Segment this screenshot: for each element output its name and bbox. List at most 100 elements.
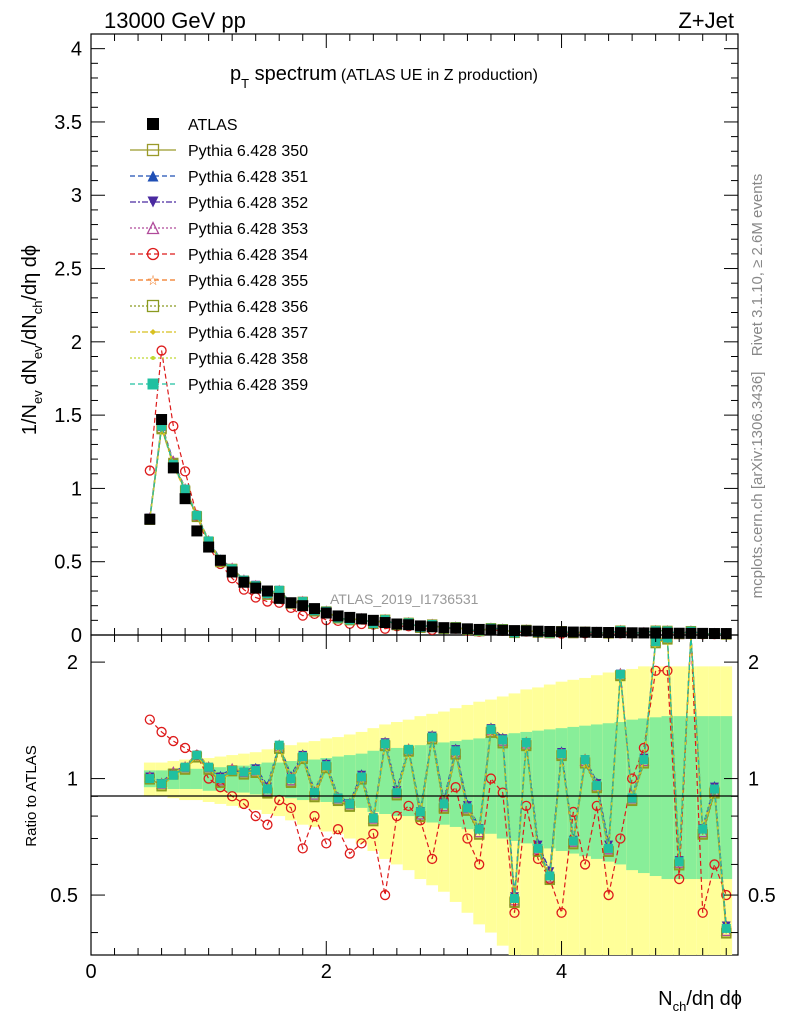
marker	[545, 871, 555, 881]
atlas-point	[356, 613, 368, 625]
xlabel-main: N	[658, 988, 672, 1010]
title-rest: spectrum	[249, 63, 337, 85]
legend: ATLAS Pythia 6.428 350 Pythia 6.428 351 Pyt…	[130, 117, 308, 394]
mcplots-label: mcplots.cern.ch [arXiv:1306.3436]	[749, 372, 766, 599]
atlas-point	[332, 610, 344, 622]
marker	[603, 889, 614, 901]
axis-ticks: 0 2 4 0 0.5 1 1.5 2 2.5 3 3.5 4 0.5 0.5 1 1 2 2	[50, 34, 776, 983]
marker	[204, 536, 214, 546]
marker	[532, 853, 544, 865]
y-tick-label: 3	[71, 185, 82, 207]
atlas-point	[708, 628, 720, 640]
green-band-bin	[461, 739, 474, 830]
marker	[262, 784, 272, 794]
marker	[615, 669, 625, 679]
marker	[238, 798, 250, 810]
top-series: ☆☆☆☆☆☆☆☆☆☆☆☆☆☆☆☆☆☆☆☆☆☆☆☆☆☆☆☆☆☆☆☆☆☆☆☆☆☆☆☆…	[144, 417, 733, 642]
green-band-bin	[249, 764, 262, 795]
marker	[321, 838, 332, 849]
top-line	[149, 350, 727, 635]
marker	[474, 824, 484, 834]
legend-entry: ATLAS	[147, 117, 238, 134]
legend-label: Pythia 6.428 356	[188, 299, 308, 316]
green-band-bin	[414, 745, 427, 821]
marker	[310, 788, 320, 798]
legend-entry: Pythia 6.428 354	[130, 247, 308, 264]
green-band-bin	[390, 747, 403, 817]
ratio-tick-label: 0.5	[50, 885, 78, 907]
marker	[486, 724, 496, 734]
green-band-bin	[485, 737, 497, 834]
marker	[168, 770, 178, 780]
legend-label: Pythia 6.428 359	[188, 377, 308, 394]
green-band-bin	[320, 758, 333, 802]
marker	[615, 833, 626, 844]
ratio-series	[145, 633, 731, 933]
marker	[251, 765, 261, 775]
atlas-point	[661, 627, 673, 639]
marker	[498, 735, 508, 745]
marker	[557, 749, 567, 759]
atlas-point	[285, 597, 297, 609]
marker	[391, 810, 403, 822]
marker	[592, 780, 602, 790]
green-band-bin	[496, 734, 509, 839]
green-band-bin	[226, 765, 239, 793]
marker	[509, 893, 519, 903]
marker	[533, 843, 543, 853]
green-band-bin	[567, 726, 580, 854]
legend-entry: Pythia 6.428 358	[130, 351, 308, 368]
legend-label: Pythia 6.428 354	[188, 247, 308, 264]
marker	[604, 843, 614, 853]
marker	[403, 800, 414, 812]
marker	[639, 755, 649, 765]
y-tick-label: 4	[71, 39, 82, 61]
atlas-point	[614, 627, 626, 639]
legend-entry: Pythia 6.428 352	[130, 195, 308, 212]
marker	[332, 824, 344, 835]
marker	[626, 773, 638, 784]
atlas-point	[497, 624, 509, 636]
green-band-bin	[508, 733, 521, 841]
green-band-bin	[402, 747, 415, 817]
xlabel-rest: /dη dϕ	[686, 988, 742, 1010]
x-tick-label: 0	[85, 961, 96, 983]
atlas-point	[426, 621, 438, 633]
legend-label: Pythia 6.428 351	[188, 169, 308, 186]
marker	[462, 803, 472, 813]
title-sub: T	[241, 76, 249, 91]
atlas-point	[414, 620, 426, 632]
legend-label: ATLAS	[188, 117, 238, 134]
marker	[721, 923, 731, 933]
ratio-panel-frame	[90, 634, 739, 956]
legend-entry: Pythia 6.428 351	[130, 169, 308, 186]
marker	[662, 665, 673, 676]
marker	[144, 465, 155, 476]
marker	[697, 907, 708, 918]
marker: ☆	[147, 272, 160, 288]
header-right: Z+Jet	[678, 8, 734, 33]
marker	[509, 907, 520, 918]
marker	[150, 329, 156, 335]
legend-entry: Pythia 6.428 359	[130, 377, 308, 394]
legend-label: Pythia 6.428 353	[188, 221, 308, 238]
atlas-point	[167, 462, 179, 474]
marker	[204, 762, 214, 772]
marker	[262, 819, 273, 830]
green-band-bin	[261, 762, 274, 797]
atlas-point	[273, 592, 285, 604]
marker	[709, 784, 719, 794]
legend-label: Pythia 6.428 358	[188, 351, 308, 368]
marker	[333, 793, 343, 803]
marker	[147, 118, 159, 130]
green-band-bin	[273, 762, 286, 797]
ratio-y-label: Ratio to ATLAS	[23, 745, 40, 846]
green-band-bin	[367, 750, 380, 812]
atlas-point	[450, 622, 462, 634]
green-band-bin	[555, 728, 568, 851]
marker	[568, 836, 578, 846]
marker	[674, 857, 684, 867]
marker	[179, 466, 191, 477]
green-band-bin	[614, 722, 627, 865]
marker	[450, 782, 461, 793]
